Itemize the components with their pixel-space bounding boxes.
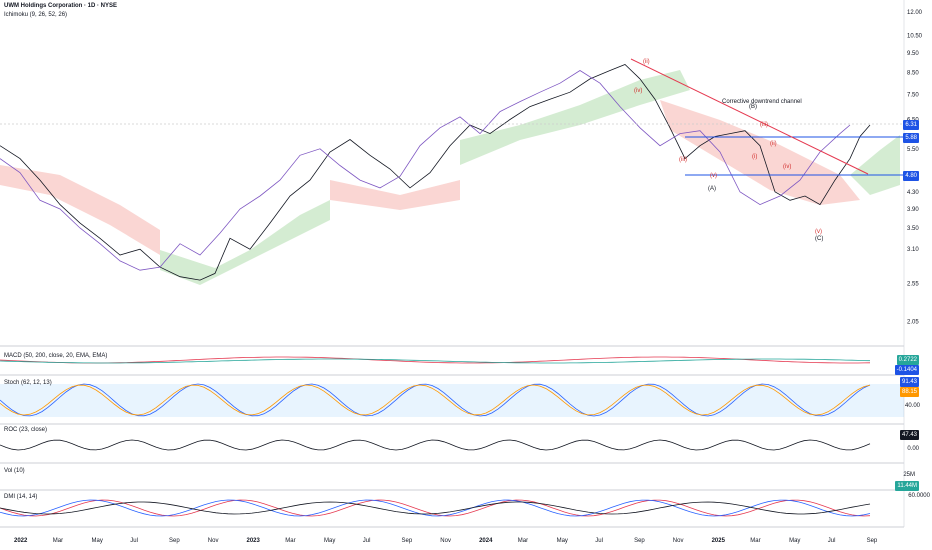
x-tick-label: 2023 [247,538,261,544]
price-tick-label: 10.50 [907,34,923,40]
price-tick-label: 3.50 [907,226,919,232]
wave-i-2: (i) [752,154,757,160]
dmi-level: 60.0000 [908,493,930,499]
chart-title: UWM Holdings Corporation · 1D · NYSE [4,3,117,9]
wave-v-1: (v) [710,173,717,179]
x-tick-label: Sep [634,538,645,544]
macd-tag-2: -0.1404 [894,365,919,375]
channel-label: Corrective downtrend channel [722,99,802,105]
downtrend-line [630,58,869,175]
wave-B: (B) [749,104,757,110]
price-tick-label: 3.90 [907,207,919,213]
x-tick-label: Jul [130,538,138,544]
x-tick-label: Nov [673,538,684,544]
price-tick-label: 7.50 [907,93,919,99]
price-tick-label: 4.30 [907,190,919,196]
x-tick-label: Sep [169,538,180,544]
x-tick-label: 2022 [14,538,28,544]
roc-line [0,439,871,451]
roc-level-0: 0.00 [907,446,919,452]
price-tick-label: 12.00 [907,10,923,16]
stoch-tag-1: 91.43 [899,377,919,387]
vol-level-25m: 25M [903,472,915,478]
x-tick-label: 2025 [712,538,726,544]
stoch-d [0,384,871,416]
x-tick-label: Mar [518,538,528,544]
wave-iii-1: (iii) [679,157,687,163]
price-tick-label: 2.05 [907,320,919,326]
x-tick-label: May [92,538,103,544]
x-tick-label: Nov [440,538,451,544]
price-tag-5.88: 5.88 [903,133,919,143]
ichimoku-label: Ichimoku (9, 26, 52, 26) [4,12,68,18]
x-tick-label: Mar [750,538,760,544]
price-tick-label: 5.50 [907,147,919,153]
roc-label: ROC (23, close) [4,427,48,433]
series-line-lagging [0,70,851,271]
price-tick-label: 8.50 [907,71,919,77]
wave-iv-2: (iv) [783,164,791,170]
stoch-k [0,383,871,417]
macd-label: MACD (50, 200, close, 20, EMA, EMA) [4,353,108,359]
x-tick-label: May [557,538,568,544]
dmi-minus [0,499,871,517]
dmi-plus [0,499,871,517]
adx-line [0,501,871,515]
x-tick-label: Sep [867,538,878,544]
price-tick-label: 9.50 [907,51,919,57]
x-tick-label: Mar [53,538,63,544]
x-tick-label: Sep [402,538,413,544]
x-tick-label: Jul [363,538,371,544]
macd-tag-1: 0.2722 [896,355,919,365]
vol-tag: 11.44M [895,481,919,491]
ichimoku-cloud [660,100,860,205]
stoch-band [0,384,904,417]
price-tick-label: 3.10 [907,247,919,253]
dmi-label: DMI (14, 14) [4,494,38,500]
price-tag-6.31: 6.31 [903,120,919,130]
wave-ii-2: (ii) [770,141,777,147]
wave-iii-2: (iii) [760,122,768,128]
x-tick-label: Jul [595,538,603,544]
wave-C: (C) [815,236,823,242]
x-tick-label: May [324,538,335,544]
x-tick-label: Jul [828,538,836,544]
price-tag-4.80: 4.80 [903,171,919,181]
x-tick-label: May [789,538,800,544]
ichimoku-cloud [160,200,330,285]
series-line-price [0,64,871,281]
ichimoku-cloud [0,165,160,255]
stoch-level-40: 40.00 [904,403,920,409]
wave-ii-1: (ii) [643,59,650,65]
wave-iv-1: (iv) [634,88,642,94]
ichimoku-cloud [850,135,900,195]
ichimoku-cloud [460,70,690,165]
macd-line [0,356,871,364]
vol-label: Vol (10) [4,468,25,474]
wave-v-2: (v) [815,229,822,235]
macd-signal [0,358,871,364]
stoch-label: Stoch (62, 12, 13) [4,380,52,386]
x-tick-label: Nov [208,538,219,544]
roc-tag: 47.43 [899,430,919,440]
stoch-tag-2: 88.15 [899,387,919,397]
ichimoku-cloud [330,180,460,210]
price-tick-label: 2.55 [907,282,919,288]
wave-A: (A) [708,186,716,192]
x-tick-label: Mar [285,538,295,544]
x-tick-label: 2024 [479,538,493,544]
